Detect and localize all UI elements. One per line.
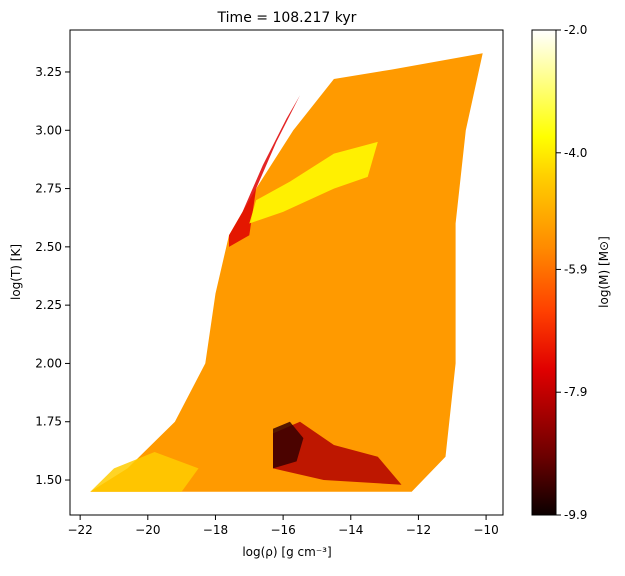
x-axis-label: log(ρ) [g cm⁻³] <box>242 545 331 559</box>
region-upper-left-ridge <box>229 95 300 247</box>
y-tick-label: 2.50 <box>35 240 62 254</box>
region-main-cloud <box>90 53 483 492</box>
plot-frame <box>69 29 504 516</box>
y-axis: 1.50 1.75 2.00 2.25 2.50 2.75 3.00 3.25 <box>35 65 70 487</box>
colorbar-tick-label: -2.0 <box>564 23 587 37</box>
x-tick-label: −12 <box>406 523 431 537</box>
colorbar-label: log(M) [M⊙] <box>597 236 611 308</box>
x-tick-label: −10 <box>473 523 498 537</box>
y-tick-label: 1.75 <box>35 415 62 429</box>
y-tick-label: 3.25 <box>35 65 62 79</box>
x-tick-label: −20 <box>135 523 160 537</box>
x-tick-label: −18 <box>203 523 228 537</box>
y-tick-label: 2.00 <box>35 356 62 370</box>
region-cold-dense-clump <box>273 421 304 469</box>
x-tick-label: −22 <box>67 523 92 537</box>
x-tick-label: −16 <box>270 523 295 537</box>
colorbar <box>531 29 557 516</box>
y-axis-label: log(T) [K] <box>9 244 23 300</box>
colorbar-tick-label: -5.9 <box>564 262 587 276</box>
y-tick-label: 3.00 <box>35 123 62 137</box>
y-tick-label: 2.25 <box>35 298 62 312</box>
region-low-density-tail <box>90 452 199 492</box>
plot-regions <box>90 53 483 492</box>
y-tick-label: 1.50 <box>35 473 62 487</box>
colorbar-tick-label: -9.9 <box>564 508 587 522</box>
colorbar-tick-label: -7.9 <box>564 385 587 399</box>
chart-title: Time = 108.217 kyr <box>217 10 357 26</box>
region-yellow-band-mid <box>249 141 378 224</box>
x-tick-label: −14 <box>338 523 363 537</box>
colorbar-ticks: -2.0 -4.0 -5.9 -7.9 -9.9 <box>556 23 587 522</box>
colorbar-tick-label: -4.0 <box>564 146 587 160</box>
x-axis: −22 −20 −18 −16 −14 −12 −10 <box>67 515 499 537</box>
y-tick-label: 2.75 <box>35 182 62 196</box>
region-dense-low-T-core <box>273 421 402 485</box>
